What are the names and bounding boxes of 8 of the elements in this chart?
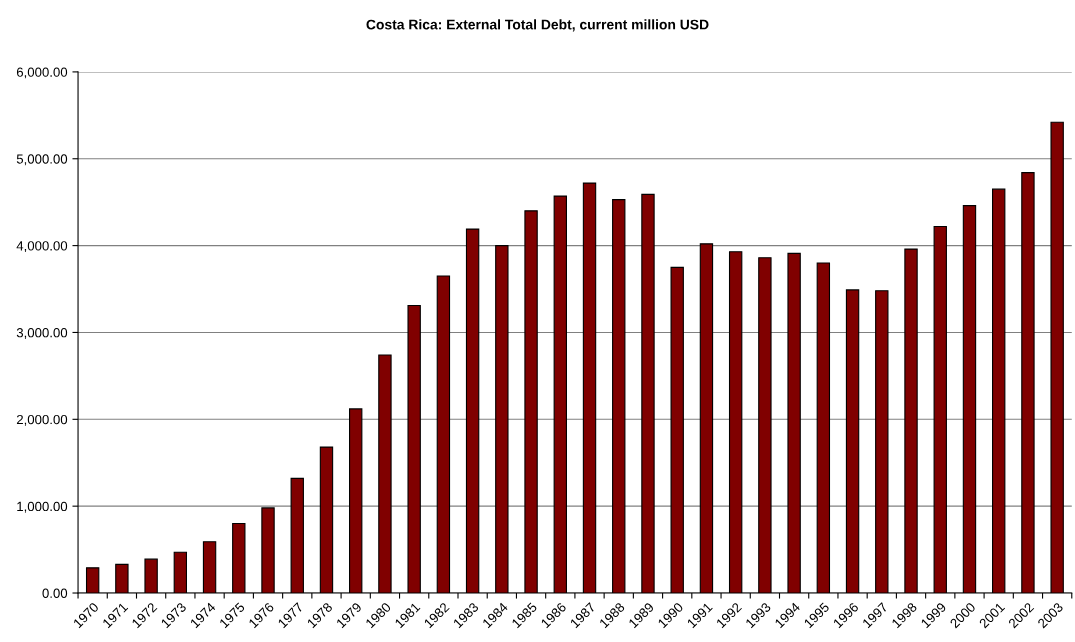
y-tick-label: 6,000.00 xyxy=(16,67,68,79)
y-tick-label: 5,000.00 xyxy=(16,154,68,166)
y-tick-label: 0.00 xyxy=(42,588,68,598)
y-tick-label: 2,000.00 xyxy=(16,414,68,426)
y-tick-label: 1,000.00 xyxy=(17,501,68,513)
chart-title: Costa Rica: External Total Debt, current million USD xyxy=(366,19,709,32)
y-tick-label: 3,000.00 xyxy=(16,328,68,339)
y-tick-label: 4,000.00 xyxy=(16,241,68,253)
